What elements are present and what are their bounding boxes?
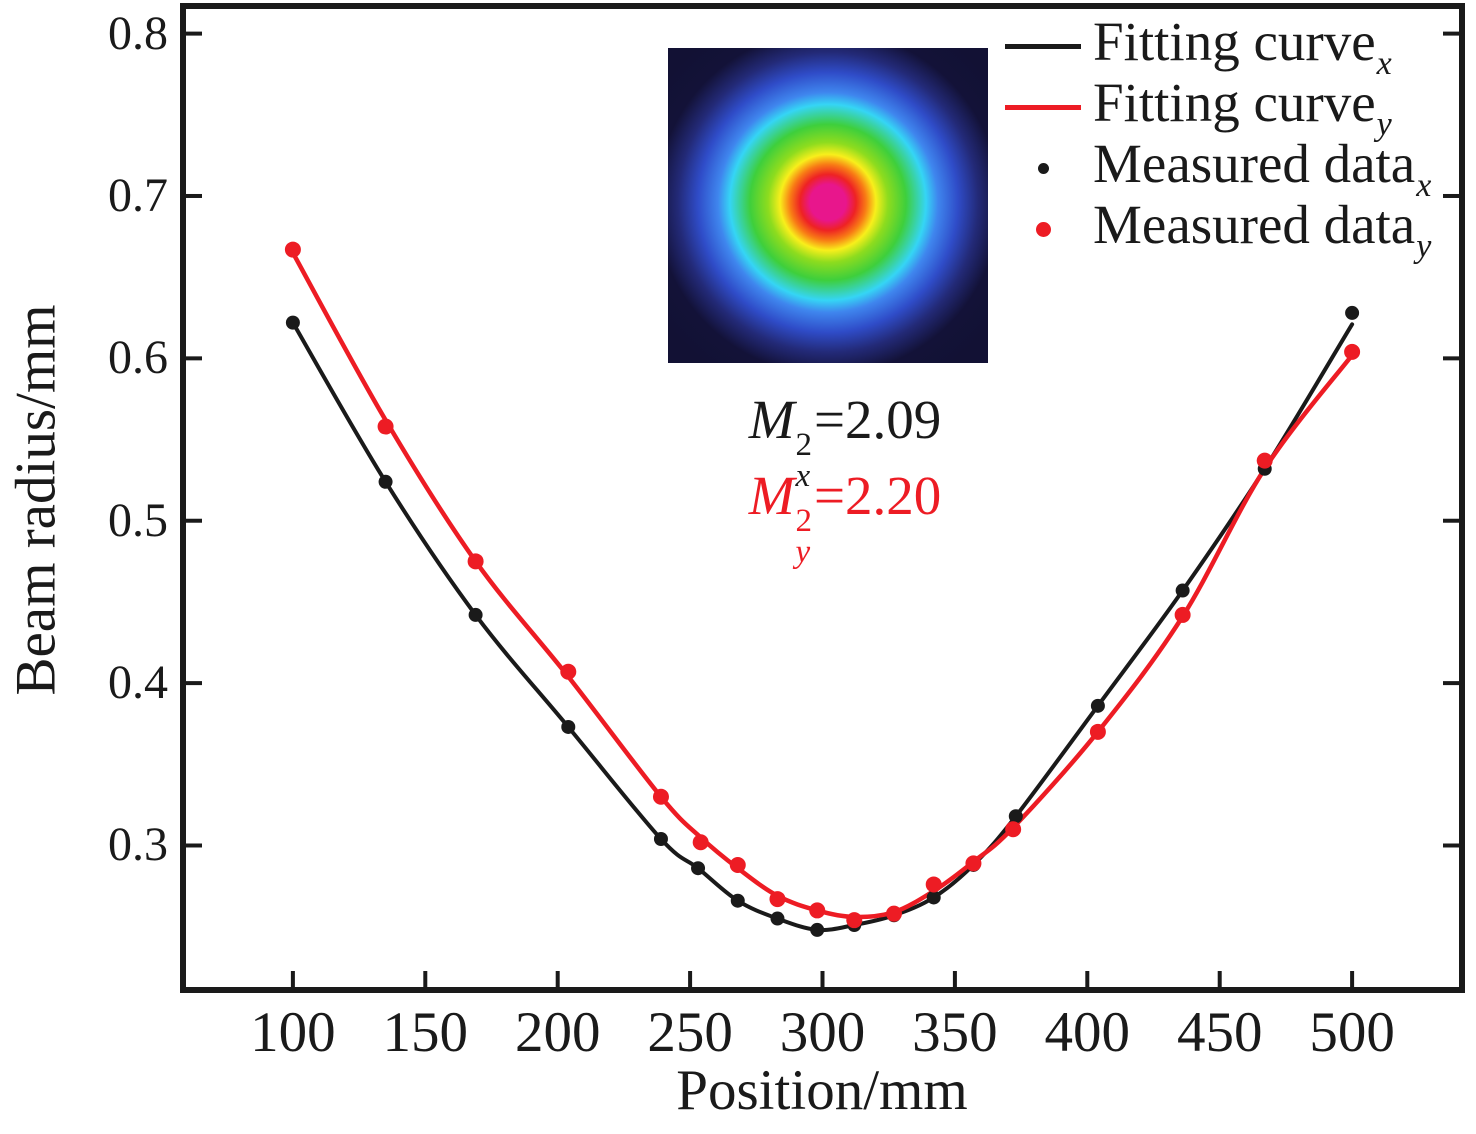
legend-label: Fitting curvey (1093, 71, 1392, 144)
measured-point-y (1005, 821, 1022, 838)
legend-label: Fitting curvex (1093, 10, 1392, 83)
y-tick-label: 0.8 (108, 6, 168, 60)
x-axis-title: Position/mm (676, 1059, 968, 1122)
measured-point-y (885, 905, 902, 922)
measured-point-x (1345, 305, 1360, 320)
y-tick-label: 0.4 (108, 656, 168, 710)
legend-item-fitting-curve-x: Fitting curvex (993, 11, 1431, 82)
measured-point-y (652, 788, 669, 805)
legend-label-text: Measured data (1093, 194, 1416, 255)
m-subscript: y (795, 534, 811, 570)
measured-point-y (467, 553, 484, 570)
legend-label: Measured datax (1093, 132, 1431, 205)
fitting-curve-y (290, 250, 1355, 920)
dot-swatch (1037, 163, 1049, 174)
measured-point-x (1090, 698, 1105, 713)
legend-label-text: Fitting curve (1093, 11, 1376, 72)
measured-point-y (1344, 343, 1361, 360)
legend-label-text: Fitting curve (1093, 72, 1376, 133)
x-tick-label: 450 (1176, 1001, 1263, 1064)
x-tick-label: 300 (779, 1001, 866, 1064)
measured-point-y (692, 834, 709, 851)
legend-line-sample-x (993, 44, 1093, 49)
legend-label-sub: x (1416, 167, 1432, 204)
m2x-annotation: M 2 x =2.09 (700, 388, 990, 494)
x-tick-label: 500 (1309, 1001, 1395, 1064)
plot-frame (180, 3, 1465, 993)
m-symbol: M (748, 465, 795, 526)
legend-dot-sample-y (993, 222, 1093, 237)
y-tick-label: 0.6 (108, 331, 168, 385)
measured-point-y (925, 876, 942, 893)
measured-point-y (729, 856, 746, 873)
measured-point-y (1174, 606, 1191, 623)
legend-label-sub: y (1416, 228, 1432, 265)
measured-point-x (926, 890, 941, 905)
line-swatch (1005, 44, 1081, 49)
measured-point-y (284, 241, 301, 258)
measured-point-x (561, 719, 576, 734)
measured-point-x (378, 474, 393, 489)
legend-line-sample-y (993, 105, 1093, 110)
m-exponent: 2 (795, 427, 813, 463)
legend-label-sub: y (1376, 106, 1392, 143)
measured-point-y (560, 663, 577, 680)
y-tick-label: 0.5 (108, 493, 168, 547)
measured-point-x (730, 893, 745, 908)
legend-label: Measured datay (1093, 193, 1431, 266)
y-tick-label: 0.3 (108, 818, 168, 872)
measured-point-x (285, 315, 300, 330)
x-tick-label: 100 (250, 1001, 336, 1064)
beam-profile-inset (668, 48, 988, 363)
line-swatch (1005, 105, 1081, 110)
legend: Fitting curvex Fitting curvey Measured d… (993, 11, 1431, 265)
legend-item-fitting-curve-y: Fitting curvey (993, 72, 1431, 143)
m-exponent: 2 (795, 503, 813, 539)
measured-point-y (965, 855, 982, 872)
m-value: =2.09 (814, 389, 942, 450)
x-tick-label: 150 (382, 1001, 469, 1064)
measured-point-x (1008, 809, 1023, 824)
x-tick-label: 250 (647, 1001, 733, 1064)
y-tick-label: 0.7 (108, 168, 168, 222)
legend-item-measured-data-x: Measured datax (993, 133, 1431, 204)
legend-dot-sample-x (993, 163, 1093, 174)
measured-point-x (691, 861, 706, 876)
x-tick-label: 350 (912, 1001, 998, 1064)
m-symbol: M (748, 389, 795, 450)
measured-point-y (1089, 723, 1106, 740)
measured-point-y (1256, 452, 1273, 469)
measured-point-x (468, 607, 483, 622)
measured-point-y (809, 902, 826, 919)
x-tick-label: 400 (1044, 1001, 1131, 1064)
measured-point-x (1175, 583, 1190, 598)
fitting-curve-x (290, 320, 1355, 933)
measured-point-y (769, 891, 786, 908)
measured-point-y (846, 912, 863, 929)
measured-point-y (377, 418, 394, 435)
x-tick-label: 200 (514, 1001, 601, 1064)
legend-label-text: Measured data (1093, 133, 1416, 194)
m-value: =2.20 (814, 465, 942, 526)
measured-point-x (653, 831, 668, 846)
m-subscript: x (795, 458, 811, 494)
legend-item-measured-data-y: Measured datay (993, 194, 1431, 265)
measured-point-x (770, 911, 785, 926)
dot-swatch (1035, 222, 1051, 237)
measured-point-x (810, 922, 825, 937)
m2y-annotation: M 2 y =2.20 (700, 464, 990, 570)
legend-label-sub: x (1376, 45, 1392, 82)
